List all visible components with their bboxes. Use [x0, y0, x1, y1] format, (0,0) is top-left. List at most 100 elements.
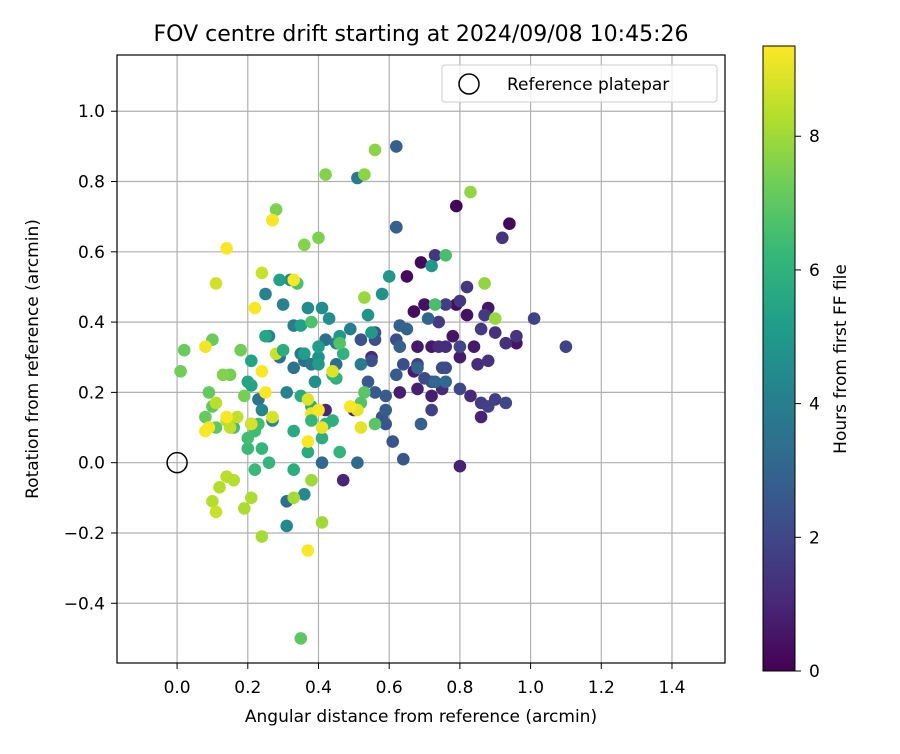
data-point	[287, 424, 301, 438]
data-point	[266, 410, 279, 424]
data-point	[298, 488, 311, 501]
data-point	[301, 301, 315, 315]
data-point	[368, 417, 382, 431]
data-point	[280, 519, 294, 533]
data-point	[467, 340, 481, 354]
x-tick-label: 0.4	[305, 678, 332, 698]
reference-platepar-marker	[166, 451, 188, 474]
data-point	[333, 336, 347, 350]
colorbar-label: Hours from first FF file	[831, 264, 851, 454]
data-point	[287, 463, 301, 477]
data-point	[390, 140, 403, 153]
data-point	[241, 431, 255, 445]
plot-frame	[116, 54, 726, 664]
data-point	[559, 340, 573, 354]
data-point	[379, 389, 393, 403]
data-point	[220, 242, 233, 255]
data-point	[411, 382, 424, 396]
data-point	[474, 322, 488, 336]
data-point	[474, 410, 488, 424]
data-point	[308, 375, 322, 389]
colorbar-tick-label: 0	[809, 662, 820, 682]
data-point	[336, 473, 350, 487]
data-point	[344, 400, 357, 413]
data-point	[428, 249, 442, 262]
data-point	[301, 393, 315, 406]
x-tick-label: 1.4	[658, 678, 685, 698]
data-point	[375, 287, 389, 301]
data-point	[393, 340, 407, 354]
data-point	[294, 319, 308, 332]
chart-title: FOV centre drift starting at 2024/09/08 …	[154, 22, 689, 47]
data-point	[488, 312, 502, 325]
data-point	[460, 308, 474, 322]
data-point	[432, 315, 446, 329]
data-point	[464, 389, 477, 403]
data-point	[305, 414, 318, 427]
colorbar-tick-label: 2	[809, 528, 820, 548]
data-point	[464, 185, 477, 199]
data-point	[368, 143, 382, 157]
data-point	[397, 452, 410, 466]
data-point	[255, 530, 269, 543]
data-point	[439, 298, 453, 311]
data-point	[312, 340, 325, 354]
data-point	[390, 220, 403, 234]
data-point	[393, 386, 407, 399]
data-point	[315, 516, 329, 529]
x-tick-label: 1.0	[517, 678, 544, 698]
data-point	[428, 298, 442, 311]
data-point	[312, 231, 325, 245]
data-point	[223, 421, 237, 434]
data-point	[305, 315, 318, 329]
data-point	[174, 365, 187, 378]
y-tick-label: −0.2	[64, 524, 105, 544]
data-point	[379, 403, 393, 417]
data-point	[397, 358, 410, 371]
data-point	[499, 336, 513, 350]
data-point	[425, 389, 438, 403]
data-point	[344, 322, 357, 336]
data-point	[425, 259, 438, 273]
data-point	[287, 361, 301, 375]
data-point	[245, 354, 258, 368]
data-point	[241, 442, 255, 455]
y-tick-label: −0.4	[64, 594, 105, 614]
data-point	[503, 217, 516, 230]
data-point	[361, 308, 375, 322]
data-point	[510, 329, 523, 343]
data-point	[259, 329, 272, 343]
scatter-points	[174, 140, 573, 645]
data-point	[421, 312, 435, 325]
data-point	[411, 361, 424, 375]
colorbar-tick-label: 6	[809, 261, 820, 281]
data-point	[453, 340, 467, 354]
data-point	[199, 340, 212, 354]
data-point	[527, 312, 541, 325]
y-tick-label: 0.4	[78, 313, 105, 333]
data-point	[481, 400, 495, 413]
data-point	[439, 340, 453, 354]
data-point	[382, 270, 396, 283]
data-point	[379, 417, 393, 431]
data-point	[248, 463, 262, 477]
data-point	[294, 632, 308, 645]
data-point	[453, 382, 467, 396]
y-tick-label: 0.0	[78, 454, 105, 474]
data-point	[400, 322, 414, 336]
y-tick-label: 0.6	[78, 243, 105, 263]
data-point	[245, 417, 258, 431]
data-point	[358, 168, 371, 181]
data-point	[238, 502, 251, 515]
data-point	[177, 343, 191, 357]
data-point	[269, 203, 283, 216]
data-point	[354, 421, 368, 434]
data-point	[199, 410, 212, 424]
data-point	[446, 329, 460, 343]
data-point	[481, 354, 495, 368]
data-point	[460, 280, 474, 294]
data-point	[407, 305, 421, 318]
data-point	[478, 277, 491, 290]
data-point	[368, 386, 382, 399]
